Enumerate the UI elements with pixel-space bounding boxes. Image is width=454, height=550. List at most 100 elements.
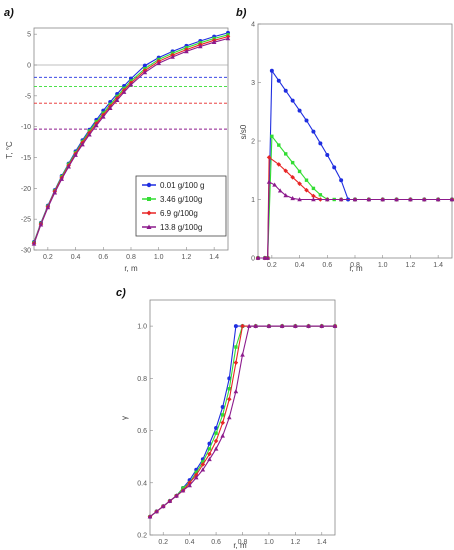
data-point-3 (225, 36, 231, 41)
x-tick-label: 1.2 (290, 539, 300, 546)
data-point-3 (80, 142, 85, 147)
data-point-2 (200, 462, 206, 467)
data-point-3 (200, 467, 206, 472)
data-point-1 (277, 143, 281, 147)
data-point-2 (240, 323, 245, 329)
data-point-3 (121, 89, 127, 94)
data-point-3 (266, 179, 272, 184)
data-point-0 (325, 153, 330, 158)
legend-entry-0: 0.01 g/100 g (142, 181, 204, 190)
data-point-3 (154, 509, 159, 514)
y-tick-label: 0.4 (137, 480, 147, 487)
legend-label-2: 6.9 g/100g (160, 209, 198, 218)
y-tick-label: 1.0 (137, 324, 147, 331)
data-point-0 (283, 88, 288, 93)
data-point-3 (240, 352, 245, 357)
legend-frame (135, 175, 227, 237)
x-tick-label: 0.2 (267, 262, 277, 269)
data-point-3 (187, 482, 192, 488)
y-tick-label: -25 (21, 217, 31, 224)
data-point-3 (266, 323, 272, 328)
data-point-2 (297, 181, 302, 187)
panel-a-xlabel: r, m (124, 264, 138, 273)
data-point-1 (297, 169, 302, 174)
data-point-3 (31, 241, 37, 246)
data-point-1 (234, 345, 238, 349)
data-point-3 (324, 197, 330, 202)
data-point-3 (147, 514, 153, 519)
data-point-1 (304, 178, 309, 182)
data-point-3 (66, 164, 71, 169)
series-line-0 (258, 69, 452, 259)
data-point-3 (197, 44, 203, 49)
data-point-3 (128, 82, 134, 87)
data-point-0 (142, 63, 147, 68)
x-tick-label: 0.6 (98, 254, 108, 261)
data-point-3 (38, 222, 44, 227)
panel-a-label: a) (4, 7, 14, 19)
x-tick-label: 1.2 (182, 254, 192, 261)
data-point-2 (311, 193, 316, 199)
data-point-3 (59, 176, 65, 181)
data-point-3 (449, 197, 454, 202)
series-line-3 (33, 37, 229, 244)
y-tick-label: -30 (21, 248, 31, 255)
y-tick-label: -5 (25, 93, 31, 100)
data-point-3 (332, 323, 338, 328)
legend-marker-3 (146, 224, 152, 229)
legend-label-3: 13.8 g/100g (160, 223, 202, 232)
data-point-3 (246, 323, 252, 328)
data-point-3 (279, 323, 285, 328)
data-point-3 (213, 446, 219, 451)
data-point-2 (187, 480, 192, 486)
data-point-3 (211, 39, 217, 44)
x-tick-label: 0.4 (295, 262, 305, 269)
data-point-3 (184, 49, 189, 54)
data-point-3 (207, 456, 212, 462)
data-point-1 (284, 152, 288, 156)
series-line-2 (258, 156, 452, 259)
data-point-3 (366, 197, 372, 202)
y-tick-label: 0.2 (137, 533, 147, 540)
y-tick-label: -10 (21, 124, 31, 131)
x-tick-label: 0.8 (350, 262, 360, 269)
data-point-0 (318, 141, 323, 146)
y-tick-label: 2 (251, 139, 255, 146)
data-point-0 (304, 118, 309, 123)
data-point-3 (107, 105, 113, 110)
data-point-3 (435, 197, 441, 202)
data-point-3 (255, 255, 261, 260)
data-point-0 (207, 441, 212, 446)
legend-entry-2: 6.9 g/100g (142, 209, 198, 218)
data-point-3 (226, 415, 232, 420)
data-point-2 (207, 451, 212, 457)
data-point-2 (276, 162, 282, 167)
data-point-2 (304, 187, 309, 193)
x-tick-label: 0.2 (158, 539, 168, 546)
x-tick-label: 0.8 (238, 539, 248, 546)
data-point-3 (114, 97, 120, 102)
data-point-1 (220, 413, 225, 417)
data-point-3 (408, 197, 413, 202)
data-point-3 (253, 323, 259, 328)
y-tick-label: 0 (27, 63, 31, 70)
data-point-0 (290, 98, 295, 103)
legend-label-0: 0.01 g/100 g (160, 181, 204, 190)
data-point-1 (227, 387, 231, 391)
x-tick-label: 1.4 (209, 254, 219, 261)
data-point-1 (207, 447, 212, 451)
data-point-3 (167, 498, 173, 503)
panel-b-label: b) (236, 7, 247, 19)
data-point-3 (233, 388, 239, 394)
y-tick-label: -15 (21, 155, 31, 162)
data-point-1 (311, 186, 316, 191)
data-point-3 (87, 132, 92, 137)
data-point-3 (220, 433, 225, 438)
legend-label-1: 3.46 g/100g (160, 195, 202, 204)
x-tick-label: 0.6 (322, 262, 332, 269)
panel-c-label: c) (116, 287, 126, 299)
panel-b-xlabel: r, m (349, 264, 363, 273)
data-point-3 (156, 60, 162, 65)
data-point-3 (306, 323, 311, 328)
